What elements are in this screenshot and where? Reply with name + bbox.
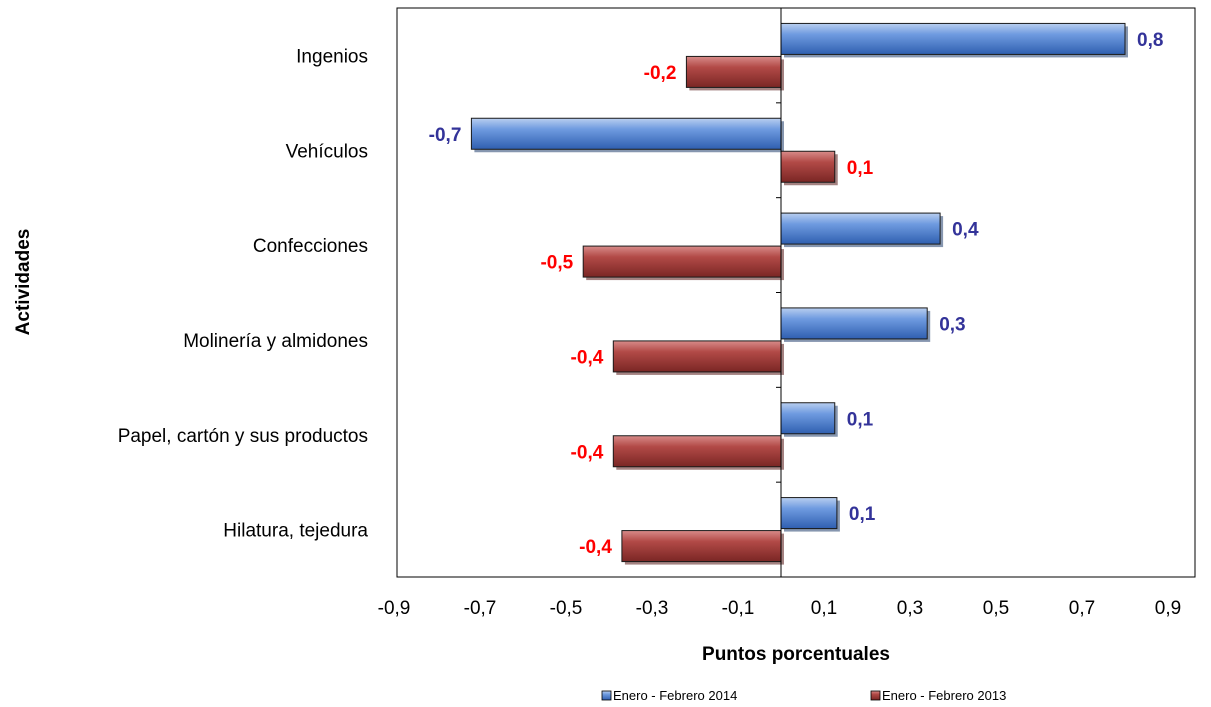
data-label-series-1: 0,3 [939,314,965,335]
category-label: Papel, cartón y sus productos [118,426,368,447]
bar-series-1 [780,22,1126,55]
bar-series-1 [780,212,941,245]
data-label-series-2: -0,4 [571,347,604,368]
bar-series-1 [780,497,838,530]
category-label: Confecciones [253,236,368,257]
legend: Enero - Febrero 2014 Enero - Febrero 201… [601,688,1006,703]
x-tick-label: 0,7 [1069,598,1095,619]
bar-series-1 [780,402,836,435]
bar-series-2 [685,55,782,88]
x-tick-label: -0,9 [378,598,411,619]
plot-area [396,7,1196,578]
x-tick-label: 0,9 [1155,598,1181,619]
data-label-series-2: -0,2 [644,63,677,84]
category-labels-layer: Ingenios Vehículos Confecciones Molinería y… [118,46,369,541]
bar-series-2 [612,340,782,373]
bar-series-2 [621,530,782,563]
x-tick-label: 0,1 [811,598,837,619]
bar-series-1 [780,307,928,340]
x-tick-label: -0,7 [464,598,497,619]
category-label: Hilatura, tejedura [223,521,368,542]
category-label: Molinería y almidones [183,331,368,352]
data-labels-layer: 0,8 -0,2 -0,7 0,1 0,4 -0,5 0,3 -0,4 0,1 -0,4 0,1 -0… [429,30,1164,558]
bars-layer [470,22,1128,565]
legend-swatch-series-1 [601,690,612,701]
bar-series-1 [470,117,782,150]
data-label-series-2: -0,4 [579,537,612,558]
category-label: Ingenios [296,46,368,67]
x-tick-label: -0,3 [636,598,669,619]
legend-label-series-2: Enero - Febrero 2013 [882,688,1006,703]
data-label-series-1: 0,1 [847,409,874,430]
x-tick-label: 0,5 [983,598,1009,619]
data-label-series-2: 0,1 [847,158,874,179]
bar-series-2 [612,435,782,468]
x-tick-label: -0,5 [550,598,583,619]
bar-series-2 [780,150,836,183]
y-axis-title: Actividades [13,229,34,336]
data-label-series-1: 0,8 [1137,30,1163,51]
bar-series-2 [582,245,782,278]
data-label-series-2: -0,4 [571,442,604,463]
data-label-series-1: 0,1 [849,504,876,525]
category-label: Vehículos [286,141,368,162]
data-label-series-1: 0,4 [952,220,979,241]
x-axis-title: Puntos porcentuales [702,644,890,665]
x-tick-label: -0,1 [722,598,755,619]
legend-swatch-series-2 [870,690,881,701]
data-label-series-2: -0,5 [540,253,573,274]
legend-label-series-1: Enero - Febrero 2014 [613,688,737,703]
x-tick-labels-layer: -0,9 -0,7 -0,5 -0,3 -0,1 0,1 0,3 0,5 0,7 0,9 [378,598,1182,619]
x-tick-label: 0,3 [897,598,923,619]
data-label-series-1: -0,7 [429,125,462,146]
y-ticks-layer [776,7,781,578]
